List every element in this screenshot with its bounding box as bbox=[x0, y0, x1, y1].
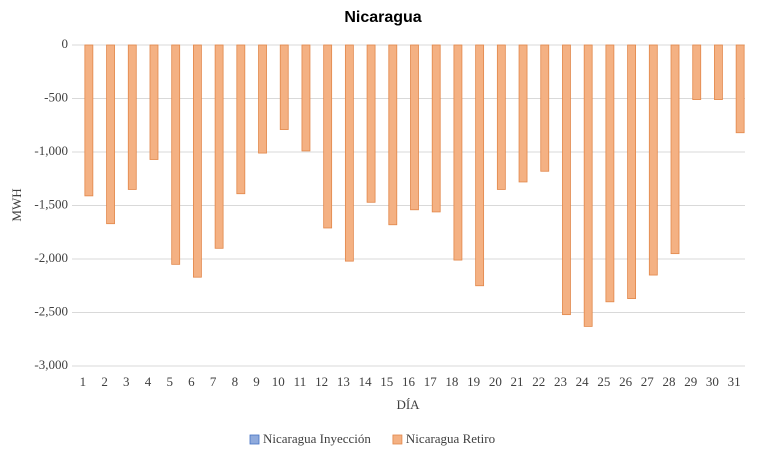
y-tick-label: -1,500 bbox=[34, 196, 68, 211]
y-tick-label: -3,000 bbox=[34, 357, 68, 372]
bar bbox=[692, 44, 702, 100]
y-tick-label: -500 bbox=[44, 89, 68, 104]
x-tick-label: 26 bbox=[619, 374, 633, 389]
legend-label: Nicaragua Inyección bbox=[263, 431, 371, 446]
x-tick-label: 8 bbox=[232, 374, 239, 389]
x-tick-label: 18 bbox=[445, 374, 458, 389]
bar bbox=[583, 44, 593, 327]
x-tick-label: 1 bbox=[80, 374, 87, 389]
x-tick-label: 16 bbox=[402, 374, 416, 389]
x-tick-label: 3 bbox=[123, 374, 130, 389]
x-tick-label: 11 bbox=[294, 374, 307, 389]
x-tick-label: 5 bbox=[166, 374, 173, 389]
x-tick-label: 31 bbox=[728, 374, 741, 389]
bar bbox=[106, 44, 115, 225]
x-tick-label: 30 bbox=[706, 374, 719, 389]
x-tick-label: 23 bbox=[554, 374, 567, 389]
bar bbox=[258, 44, 267, 154]
x-tick-label: 15 bbox=[380, 374, 393, 389]
bar bbox=[171, 44, 181, 265]
bar bbox=[323, 44, 333, 229]
y-tick-label: -2,500 bbox=[34, 303, 68, 318]
x-tick-label: 7 bbox=[210, 374, 217, 389]
bar bbox=[388, 44, 398, 226]
bar bbox=[475, 44, 485, 287]
x-tick-label: 29 bbox=[684, 374, 697, 389]
bar bbox=[149, 44, 159, 160]
x-tick-label: 4 bbox=[145, 374, 152, 389]
x-axis-label: DÍA bbox=[396, 397, 420, 412]
x-tick-label: 24 bbox=[576, 374, 590, 389]
legend-label: Nicaragua Retiro bbox=[406, 431, 495, 446]
bar bbox=[714, 44, 723, 100]
bar bbox=[127, 44, 137, 190]
bar bbox=[605, 44, 615, 303]
x-tick-label: 10 bbox=[272, 374, 285, 389]
bar bbox=[496, 44, 506, 190]
x-tick-label: 20 bbox=[489, 374, 502, 389]
chart-title: Nicaragua bbox=[344, 9, 421, 26]
x-tick-label: 17 bbox=[424, 374, 438, 389]
bar bbox=[193, 44, 202, 278]
x-tick-label: 6 bbox=[188, 374, 195, 389]
x-tick-label: 2 bbox=[101, 374, 108, 389]
x-tick-label: 12 bbox=[315, 374, 328, 389]
x-tick-label: 14 bbox=[359, 374, 373, 389]
x-tick-label: 9 bbox=[253, 374, 260, 389]
y-axis-label: MWH bbox=[9, 188, 24, 221]
x-tick-label: 22 bbox=[532, 374, 545, 389]
legend-swatch bbox=[249, 434, 260, 445]
bar bbox=[648, 44, 658, 276]
bar bbox=[431, 44, 441, 213]
x-tick-label: 28 bbox=[663, 374, 676, 389]
bar bbox=[236, 44, 246, 195]
y-tick-label: -1,000 bbox=[34, 143, 68, 158]
bar bbox=[279, 44, 289, 130]
x-tick-label: 27 bbox=[641, 374, 655, 389]
bar bbox=[410, 44, 419, 211]
bar bbox=[670, 44, 680, 255]
bar bbox=[366, 44, 376, 203]
bar bbox=[540, 44, 550, 172]
legend-swatch bbox=[392, 434, 403, 445]
bar bbox=[735, 44, 745, 134]
y-tick-label: 0 bbox=[62, 36, 69, 51]
x-tick-label: 13 bbox=[337, 374, 350, 389]
bar bbox=[84, 44, 94, 197]
bar bbox=[301, 44, 311, 152]
bar bbox=[518, 44, 528, 183]
bar bbox=[453, 44, 463, 261]
bar bbox=[214, 44, 224, 249]
x-tick-label: 25 bbox=[597, 374, 610, 389]
x-tick-label: 21 bbox=[511, 374, 524, 389]
y-tick-label: -2,000 bbox=[34, 250, 68, 265]
bar bbox=[562, 44, 571, 316]
bar bbox=[344, 44, 354, 262]
x-tick-label: 19 bbox=[467, 374, 480, 389]
bar bbox=[627, 44, 636, 299]
